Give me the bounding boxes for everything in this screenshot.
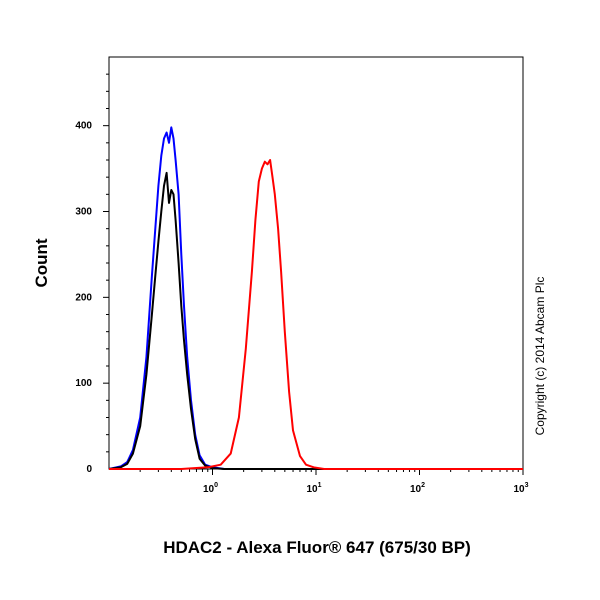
y-tick-label: 400 xyxy=(75,121,92,132)
x-tick-label: 103 xyxy=(513,482,528,495)
series-line-2 xyxy=(108,171,523,470)
x-tick-labels: 100 101 102 103 xyxy=(203,482,529,495)
y-tick-label: 300 xyxy=(75,207,92,218)
x-axis-title: HDAC2 - Alexa Fluor® 647 (675/30 BP) xyxy=(163,538,471,557)
series-line-3 xyxy=(109,159,523,470)
plot-frame xyxy=(108,56,524,470)
y-tick-label: 0 xyxy=(86,464,92,475)
x-tick-label: 102 xyxy=(410,482,425,495)
y-tick-labels: 0 100 200 300 400 xyxy=(75,121,92,475)
series-line-1 xyxy=(108,126,523,470)
x-tick-label: 100 xyxy=(203,482,218,495)
copyright-annotation: Copyright (c) 2014 Abcam Plc xyxy=(533,277,547,436)
y-tick-label: 100 xyxy=(75,378,92,389)
x-tick-label: 101 xyxy=(306,482,321,495)
series-layer xyxy=(108,126,523,470)
y-ticks xyxy=(103,73,109,453)
y-axis-title: Count xyxy=(32,238,51,287)
y-tick-label: 200 xyxy=(75,292,92,303)
